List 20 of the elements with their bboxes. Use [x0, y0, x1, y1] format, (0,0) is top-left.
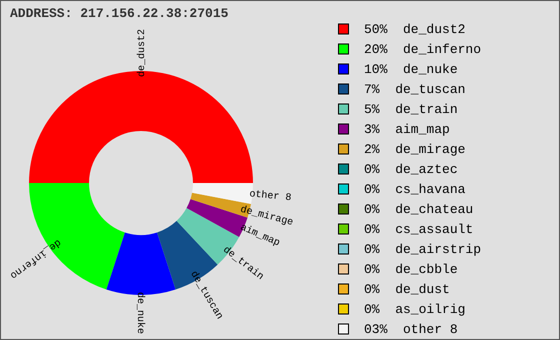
legend-label: 0% as_oilrig [364, 302, 466, 317]
text: 20% de_inferno [364, 42, 482, 57]
slice-label: de_dust2 [136, 28, 148, 78]
text: 03% other 8 [364, 322, 458, 337]
text: 2% de_mirage [364, 142, 466, 157]
text: 5% de_train [364, 102, 458, 117]
slice-label: other 8 [248, 188, 292, 204]
legend-label: 0% de_airstrip [364, 242, 482, 257]
legend-label: 0% cs_assault [364, 222, 474, 237]
slice-label: de_nuke [134, 292, 146, 334]
legend-label: 0% de_aztec [364, 162, 458, 177]
legend-label: 0% de_chateau [364, 202, 474, 217]
legend-label: 0% de_cbble [364, 262, 458, 277]
text: 3% aim_map [364, 122, 450, 137]
text: ADDRESS: 217.156.22.38:27015 [10, 6, 228, 21]
legend-label: 0% de_dust [364, 282, 450, 297]
text: 10% de_nuke [364, 62, 458, 77]
text: 7% de_tuscan [364, 82, 466, 97]
text: 50% de_dust2 [364, 22, 466, 37]
legend-label: 0% cs_havana [364, 182, 466, 197]
